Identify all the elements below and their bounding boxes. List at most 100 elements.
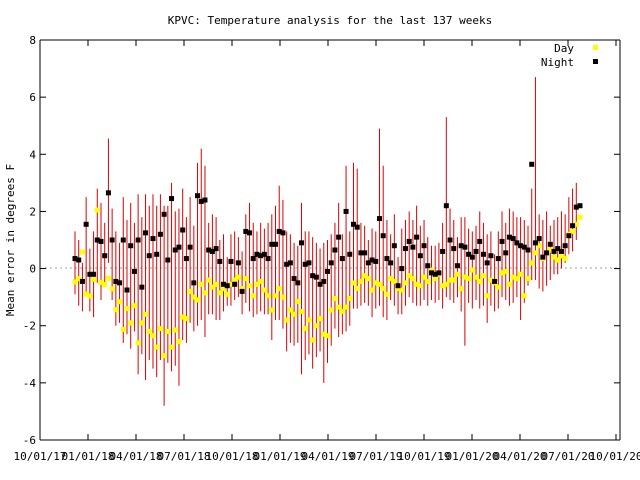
day-point — [495, 284, 501, 290]
day-point — [265, 293, 271, 299]
night-point — [499, 238, 505, 244]
night-point — [466, 251, 472, 257]
night-point — [551, 248, 557, 254]
night-point — [328, 260, 334, 266]
x-tick-label: 01/01/19 — [254, 450, 307, 463]
night-point — [109, 237, 115, 243]
day-point — [570, 228, 576, 234]
night-point — [117, 280, 123, 286]
legend-label-night: Night — [541, 56, 574, 69]
night-point — [284, 261, 290, 267]
night-point — [354, 224, 360, 230]
night-point — [358, 250, 364, 256]
night-point — [347, 251, 353, 257]
night-point — [480, 251, 486, 257]
night-point — [365, 260, 371, 266]
x-tick-label: 01/01/18 — [62, 450, 115, 463]
day-point — [306, 317, 312, 323]
night-point — [529, 161, 535, 167]
day-point — [469, 267, 475, 273]
y-tick-label: 6 — [29, 91, 36, 104]
day-point — [488, 277, 494, 283]
night-point — [105, 190, 111, 196]
day-point — [143, 311, 149, 317]
day-point — [547, 247, 553, 253]
day-point — [299, 308, 305, 314]
night-point — [172, 247, 178, 253]
day-point — [287, 307, 293, 313]
day-point — [232, 277, 238, 283]
day-point — [183, 316, 189, 322]
night-point — [276, 228, 282, 234]
night-point — [191, 280, 197, 286]
x-tick-label: 10/01/19 — [398, 450, 451, 463]
night-point — [495, 256, 501, 262]
day-point — [388, 276, 394, 282]
y-axis-ticks: -6 -4 -2 0 2 4 6 8 — [23, 34, 620, 447]
day-point — [362, 273, 368, 279]
night-point — [443, 203, 449, 209]
day-point — [510, 274, 516, 280]
x-tick-label: 07/01/19 — [350, 450, 403, 463]
night-point — [306, 260, 312, 266]
day-point — [172, 327, 178, 333]
night-point — [321, 278, 327, 284]
night-point — [206, 247, 212, 253]
day-point — [477, 278, 483, 284]
day-point — [254, 281, 260, 287]
day-point — [518, 271, 524, 277]
night-point — [139, 284, 145, 290]
night-point — [458, 243, 464, 249]
night-point — [157, 231, 163, 237]
day-point — [105, 275, 111, 281]
night-point — [91, 271, 97, 277]
day-point — [336, 304, 342, 310]
night-point — [373, 258, 379, 264]
night-point — [254, 251, 260, 257]
day-point — [417, 283, 423, 289]
night-point — [76, 257, 82, 263]
night-point — [102, 253, 108, 259]
night-point — [72, 256, 78, 262]
night-point — [325, 268, 330, 274]
day-point — [414, 281, 420, 287]
night-point — [417, 253, 423, 259]
day-point — [555, 257, 561, 263]
day-point — [195, 297, 201, 303]
day-point — [83, 291, 89, 297]
day-point — [72, 279, 78, 285]
night-point — [161, 211, 167, 217]
night-point — [518, 243, 524, 249]
night-point — [473, 248, 479, 254]
night-point — [128, 243, 134, 249]
y-tick-label: 2 — [29, 205, 36, 218]
day-point — [525, 276, 531, 282]
day-point — [410, 276, 416, 282]
night-point — [350, 221, 356, 227]
night-point — [525, 247, 531, 253]
day-point — [150, 333, 156, 339]
night-point — [79, 278, 85, 284]
day-point — [358, 278, 364, 284]
night-point — [299, 240, 305, 246]
night-point — [362, 250, 368, 256]
day-point — [124, 306, 130, 312]
night-point — [469, 254, 475, 260]
day-point — [224, 291, 230, 297]
night-point — [428, 270, 434, 276]
day-point — [310, 337, 316, 343]
day-point — [198, 281, 204, 287]
chart-title: KPVC: Temperature analysis for the last … — [168, 14, 493, 27]
night-point — [369, 257, 375, 263]
day-point — [573, 221, 579, 227]
day-point — [243, 276, 249, 282]
day-point — [454, 271, 460, 277]
x-tick-label: 01/01/20 — [446, 450, 499, 463]
day-point — [425, 278, 431, 284]
x-tick-label: 10/01/17 — [14, 450, 67, 463]
day-point — [447, 277, 453, 283]
day-point — [443, 281, 449, 287]
night-point — [402, 246, 408, 252]
day-point — [113, 307, 119, 313]
day-point — [117, 299, 123, 305]
